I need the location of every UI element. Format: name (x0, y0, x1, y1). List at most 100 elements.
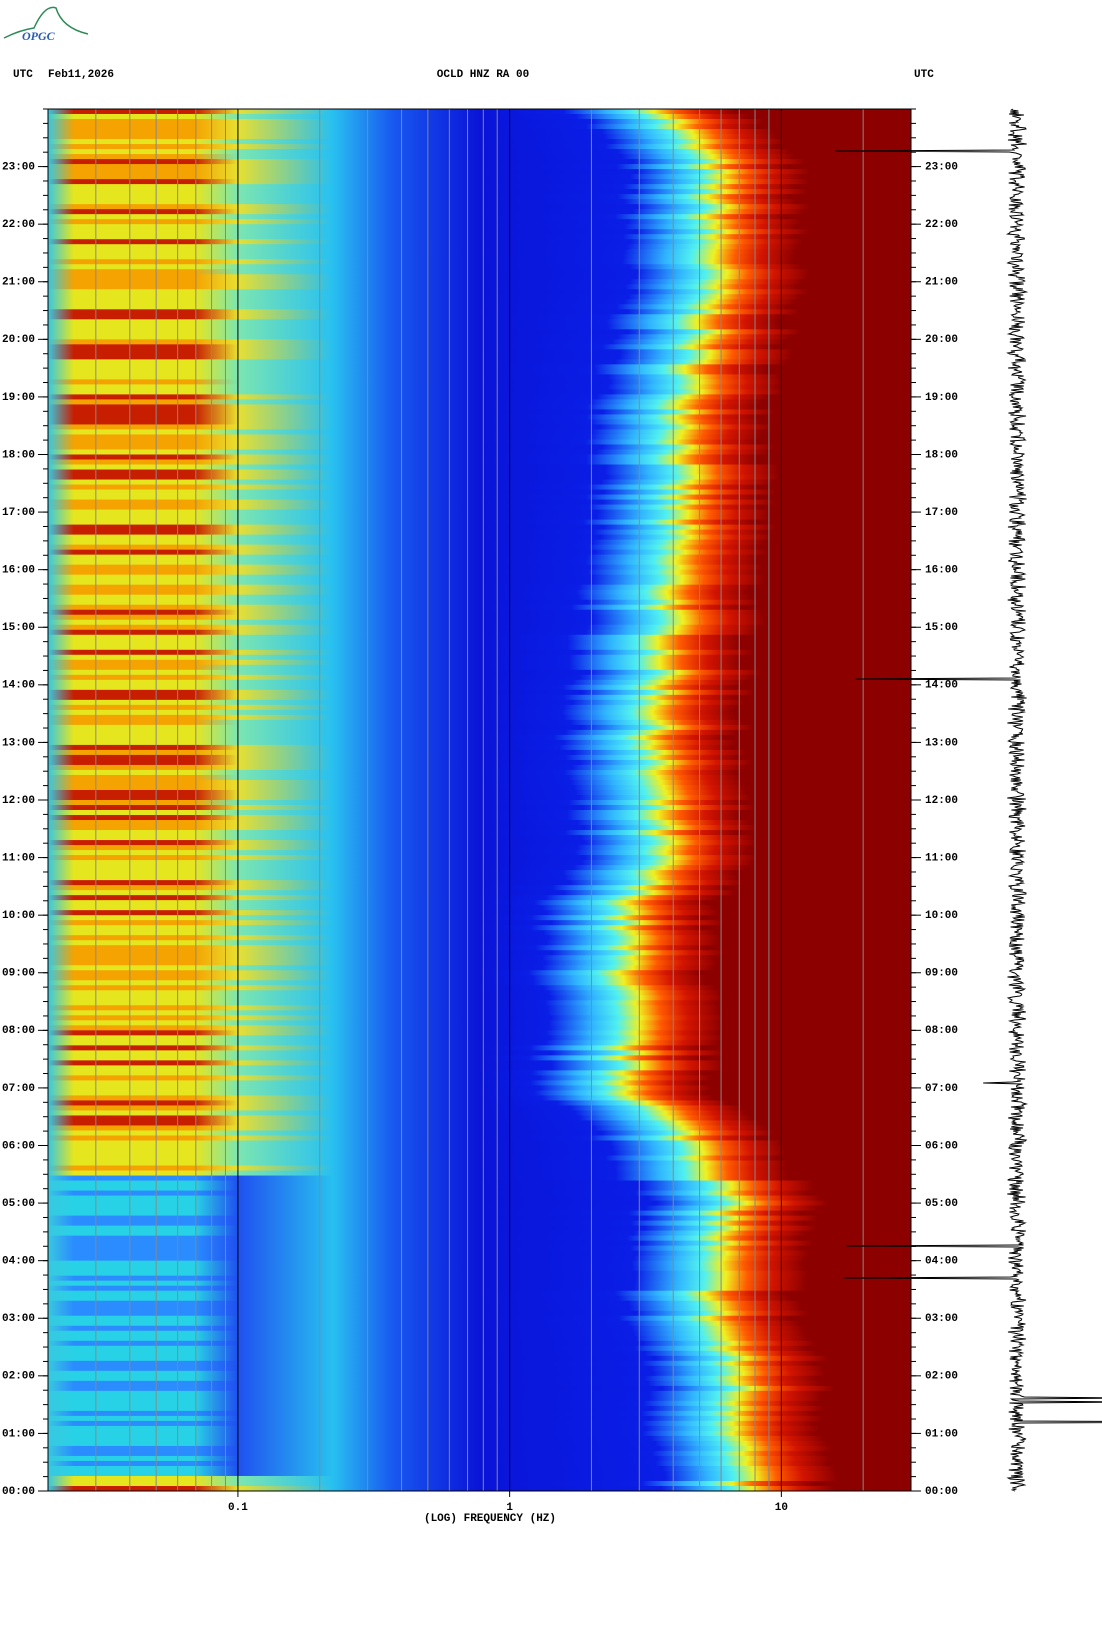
spectrogram-row (48, 424, 911, 430)
y-tick-label-left: 01:00 (2, 1428, 35, 1440)
spectrogram-row (48, 855, 911, 861)
spectrogram-row (48, 544, 911, 551)
spectrogram-row (48, 1465, 911, 1472)
spectrogram-row (48, 1270, 911, 1277)
spectrogram-row (48, 1215, 911, 1222)
spectrogram-row (48, 865, 911, 871)
spectrogram-row (48, 629, 911, 636)
spectrogram-row (48, 1375, 911, 1382)
spectrogram-row (48, 419, 911, 425)
spectrogram-row (48, 604, 911, 611)
y-tick-label-right: 17:00 (925, 507, 958, 519)
spectrogram-row (48, 1340, 911, 1347)
spectrogram-row (48, 134, 911, 140)
spectrogram-row (48, 985, 911, 991)
spectrogram-row (48, 299, 911, 305)
spectrogram-row (48, 1015, 911, 1021)
y-tick-label-right: 10:00 (925, 910, 958, 922)
spectrogram-row (48, 1005, 911, 1011)
x-tick-label: 0.1 (228, 1502, 248, 1514)
spectrogram-row (48, 499, 911, 506)
spectrogram-row (48, 1080, 911, 1086)
spectrogram-row (48, 414, 911, 420)
spectrogram-row (48, 239, 911, 245)
spectrogram-row (48, 1455, 911, 1462)
spectrogram-row (48, 1025, 911, 1031)
spectrogram-row (48, 975, 911, 981)
spectrogram-row (48, 840, 911, 846)
spectrogram-row (48, 254, 911, 260)
spectrogram-row (48, 1110, 911, 1116)
spectrogram-row (48, 1210, 911, 1217)
y-tick-label-left: 21:00 (2, 277, 35, 289)
y-tick-label-left: 23:00 (2, 161, 35, 173)
spectrogram-row (48, 394, 911, 400)
spectrogram-row (48, 399, 911, 405)
y-tick-label-right: 08:00 (925, 1025, 958, 1037)
spectrogram-row (48, 1145, 911, 1152)
spectrogram-row (48, 459, 911, 466)
y-tick-label-right: 05:00 (925, 1198, 958, 1210)
spectrogram-row (48, 634, 911, 641)
spectrogram-row (48, 769, 911, 776)
spectrogram-row (48, 1295, 911, 1302)
spectrogram-row (48, 1475, 911, 1482)
spectrogram-row (48, 1150, 911, 1157)
spectrogram-row (48, 1115, 911, 1121)
y-tick-label-right: 21:00 (925, 277, 958, 289)
spectrogram-row (48, 940, 911, 946)
y-tick-label-right: 14:00 (925, 680, 958, 692)
spectrogram-row (48, 189, 911, 195)
spectrogram-row (48, 1485, 911, 1492)
spectrogram-row (48, 1365, 911, 1372)
spectrogram-row (48, 800, 911, 806)
spectrogram-row (48, 204, 911, 210)
spectrogram-row (48, 179, 911, 185)
spectrogram-row (48, 995, 911, 1001)
spectrogram-row (48, 1315, 911, 1322)
spectrogram-row (48, 1130, 911, 1136)
spectrogram-row (48, 559, 911, 566)
spectrogram-row (48, 1405, 911, 1412)
spectrogram-row (48, 1260, 911, 1267)
spectrogram-row (48, 369, 911, 375)
spectrogram-row (48, 714, 911, 721)
spectrogram-row (48, 724, 911, 731)
spectrogram-row (48, 184, 911, 190)
spectrogram-row (48, 925, 911, 931)
spectrogram-row (48, 729, 911, 736)
spectrogram-row (48, 334, 911, 340)
spectrogram-row (48, 149, 911, 155)
spectrogram-row (48, 129, 911, 135)
spectrogram-row (48, 589, 911, 596)
spectrogram-row (48, 860, 911, 866)
spectrogram-row (48, 1030, 911, 1036)
spectrogram-row (48, 1195, 911, 1202)
spectrogram-row (48, 1075, 911, 1081)
spectrogram-row (48, 1125, 911, 1131)
spectrogram-row (48, 1200, 911, 1207)
y-tick-label-left: 12:00 (2, 795, 35, 807)
y-tick-label-right: 04:00 (925, 1256, 958, 1268)
spectrogram-row (48, 319, 911, 325)
spectrogram-row (48, 970, 911, 976)
spectrogram-row (48, 699, 911, 706)
spectrogram-row (48, 509, 911, 516)
spectrogram-row (48, 594, 911, 601)
spectrogram-row (48, 124, 911, 130)
spectrogram-row (48, 434, 911, 440)
spectrogram-row (48, 845, 911, 851)
spectrogram-row (48, 549, 911, 556)
spectrogram-row (48, 1320, 911, 1327)
spectrogram-row (48, 1355, 911, 1362)
spectrogram-row (48, 609, 911, 616)
spectrogram-row (48, 1205, 911, 1212)
spectrogram-row (48, 344, 911, 350)
spectrogram-row (48, 739, 911, 746)
spectrogram-row (48, 749, 911, 756)
y-tick-label-left: 18:00 (2, 449, 35, 461)
spectrogram-row (48, 259, 911, 265)
spectrogram-row (48, 990, 911, 996)
spectrogram-row (48, 284, 911, 290)
spectrogram-row (48, 930, 911, 936)
